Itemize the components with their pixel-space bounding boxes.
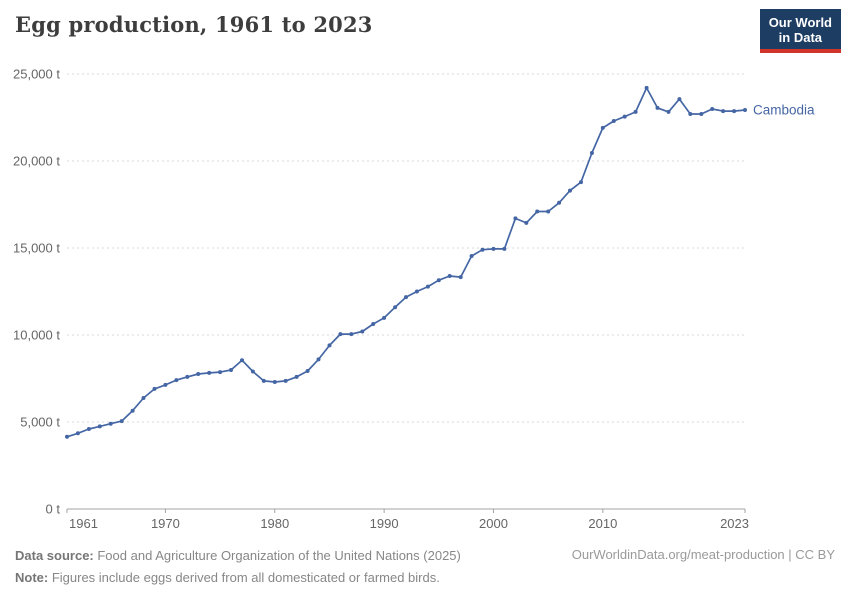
- data-point[interactable]: [699, 112, 704, 116]
- x-axis-label: 1980: [260, 516, 289, 531]
- data-point[interactable]: [327, 343, 332, 348]
- data-point[interactable]: [393, 305, 398, 310]
- data-point[interactable]: [218, 370, 223, 375]
- data-point[interactable]: [141, 396, 146, 400]
- y-axis-label: 10,000 t: [13, 328, 60, 343]
- data-point[interactable]: [229, 368, 233, 372]
- logo-line2: in Data: [778, 30, 823, 45]
- data-point[interactable]: [546, 209, 551, 214]
- data-point[interactable]: [283, 378, 288, 383]
- data-point[interactable]: [732, 109, 737, 114]
- data-point[interactable]: [655, 105, 660, 110]
- data-point[interactable]: [294, 374, 299, 379]
- data-point[interactable]: [185, 374, 190, 379]
- data-point[interactable]: [272, 380, 277, 384]
- x-axis-label: 1961: [69, 516, 98, 531]
- x-axis-label: 1970: [151, 516, 180, 531]
- data-point[interactable]: [371, 322, 376, 326]
- data-point[interactable]: [240, 358, 244, 363]
- data-point[interactable]: [535, 209, 540, 214]
- chart-title: Egg production, 1961 to 2023: [15, 12, 373, 37]
- data-point[interactable]: [174, 378, 179, 383]
- data-point[interactable]: [710, 107, 715, 111]
- note-line: Note: Figures include eggs derived from …: [15, 567, 461, 589]
- x-axis-label: 2010: [588, 516, 617, 531]
- data-point[interactable]: [611, 119, 616, 123]
- x-axis-label: 2023: [720, 516, 749, 531]
- data-source-label: Data source:: [15, 548, 94, 563]
- data-point[interactable]: [360, 329, 365, 334]
- x-axis-label: 1990: [370, 516, 399, 531]
- data-point[interactable]: [579, 180, 583, 185]
- attribution-link[interactable]: OurWorldinData.org/meat-production | CC …: [571, 547, 835, 562]
- note-label: Note:: [15, 570, 49, 585]
- data-point[interactable]: [196, 372, 201, 376]
- data-source-text: Food and Agriculture Organization of the…: [93, 548, 461, 563]
- data-point[interactable]: [480, 247, 485, 252]
- data-point[interactable]: [458, 275, 463, 280]
- data-point[interactable]: [622, 114, 627, 119]
- data-point[interactable]: [502, 246, 507, 251]
- data-point[interactable]: [589, 151, 594, 155]
- data-point[interactable]: [97, 424, 102, 429]
- data-point[interactable]: [119, 419, 124, 424]
- data-point[interactable]: [338, 332, 343, 337]
- y-axis-label: 0 t: [46, 502, 61, 517]
- data-point[interactable]: [600, 125, 605, 130]
- data-point[interactable]: [436, 278, 441, 283]
- data-point[interactable]: [207, 370, 212, 375]
- data-point[interactable]: [250, 369, 255, 374]
- data-point[interactable]: [721, 109, 726, 114]
- data-point[interactable]: [743, 108, 747, 112]
- data-point[interactable]: [75, 431, 80, 436]
- data-point[interactable]: [382, 315, 387, 320]
- y-axis-label: 5,000 t: [20, 415, 60, 430]
- data-point[interactable]: [644, 85, 649, 90]
- data-point[interactable]: [163, 382, 168, 387]
- owid-logo[interactable]: Our World in Data: [759, 9, 841, 53]
- data-point[interactable]: [425, 284, 430, 289]
- data-point[interactable]: [568, 188, 572, 193]
- data-point[interactable]: [633, 109, 638, 114]
- data-point[interactable]: [677, 97, 682, 102]
- data-point[interactable]: [261, 378, 266, 383]
- note-text: Figures include eggs derived from all do…: [48, 570, 440, 585]
- data-point[interactable]: [316, 357, 321, 362]
- data-source-line: Data source: Food and Agriculture Organi…: [15, 545, 461, 567]
- series-label[interactable]: Cambodia: [753, 103, 815, 118]
- data-point[interactable]: [447, 274, 452, 278]
- data-point[interactable]: [305, 369, 310, 373]
- y-axis-label: 15,000 t: [13, 241, 60, 256]
- data-point[interactable]: [152, 386, 157, 391]
- data-point[interactable]: [557, 200, 562, 205]
- data-point[interactable]: [491, 246, 496, 251]
- data-point[interactable]: [524, 220, 529, 225]
- x-axis-label: 2000: [479, 516, 508, 531]
- y-axis-label: 25,000 t: [13, 67, 60, 82]
- data-point[interactable]: [688, 112, 693, 116]
- data-point[interactable]: [108, 421, 113, 426]
- chart-footer: Data source: Food and Agriculture Organi…: [15, 545, 461, 589]
- logo-line1: Our World: [768, 15, 832, 30]
- data-point[interactable]: [513, 216, 518, 221]
- data-point[interactable]: [86, 427, 91, 431]
- data-point[interactable]: [404, 295, 408, 300]
- trend-line[interactable]: [66, 87, 746, 438]
- data-point[interactable]: [349, 332, 354, 337]
- data-point[interactable]: [130, 408, 135, 413]
- data-point[interactable]: [65, 434, 69, 439]
- data-point[interactable]: [414, 289, 419, 294]
- y-axis-label: 20,000 t: [13, 154, 60, 169]
- data-point[interactable]: [666, 109, 671, 114]
- data-point[interactable]: [469, 254, 474, 258]
